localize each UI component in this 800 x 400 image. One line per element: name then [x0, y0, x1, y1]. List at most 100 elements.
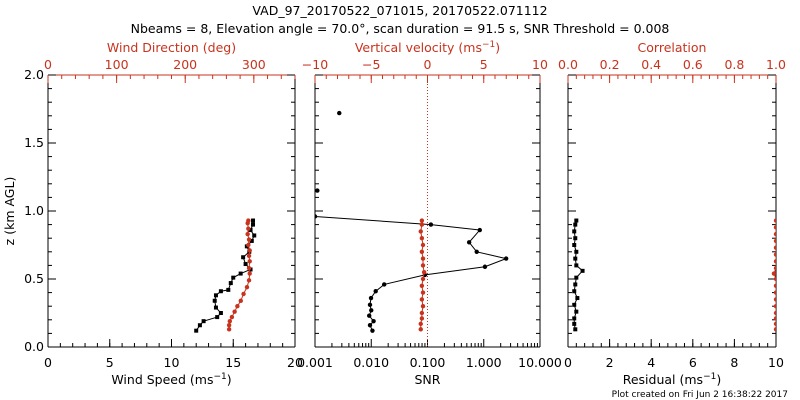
- data-point: [773, 259, 776, 264]
- data-point: [213, 293, 218, 298]
- data-point: [246, 242, 251, 248]
- figure-title-line2: Nbeams = 8, Elevation angle = 70.0°, sca…: [131, 21, 670, 36]
- x-top-tick-label: 0.4: [641, 57, 661, 72]
- data-point: [482, 264, 488, 269]
- data-point: [246, 237, 252, 242]
- series-line: [195, 220, 255, 331]
- data-point: [503, 256, 509, 261]
- y-tick-label: 0.0: [24, 339, 44, 354]
- x-top-tick-label: 0: [44, 57, 52, 72]
- data-point: [421, 270, 427, 275]
- data-point: [474, 249, 479, 254]
- x-top-tick-label: 100: [105, 57, 129, 72]
- y-tick-label: 2.0: [24, 67, 44, 82]
- data-point: [419, 222, 425, 227]
- data-point: [572, 289, 577, 294]
- data-point: [246, 253, 252, 259]
- x-top-axis-label-text: Correlation: [638, 40, 707, 55]
- data-point: [773, 265, 776, 271]
- y-axis-label: z (km AGL): [2, 177, 17, 246]
- figure-footer: Plot created on Fri Jun 2 16:38:22 2017: [612, 390, 788, 400]
- data-point: [573, 256, 578, 261]
- data-point: [420, 263, 426, 268]
- data-point: [420, 256, 426, 261]
- x-bottom-tick-label: 2: [606, 355, 614, 370]
- x-top-axis-label: Wind Direction (deg): [107, 40, 236, 55]
- data-point: [248, 228, 253, 233]
- x-bottom-tick-label: 0.001: [297, 355, 333, 370]
- x-bottom-axis-label-suffix: ): [227, 372, 232, 387]
- data-point: [773, 283, 776, 288]
- data-point: [252, 233, 257, 238]
- data-point: [247, 248, 252, 253]
- data-point: [419, 310, 425, 316]
- data-point: [246, 278, 252, 283]
- x-bottom-tick-label: 15: [225, 355, 241, 370]
- x-top-tick-label: 0: [424, 57, 432, 72]
- x-top-axis-label-text: Vertical velocity (ms: [355, 40, 482, 55]
- x-top-axis-label: Correlation: [638, 40, 707, 55]
- data-point: [212, 298, 217, 303]
- data-point: [773, 218, 776, 223]
- data-point: [773, 310, 776, 316]
- x-bottom-tick-label: 4: [647, 355, 655, 370]
- data-point: [573, 327, 578, 332]
- data-point: [227, 318, 233, 324]
- data-point: [229, 314, 235, 320]
- x-bottom-axis-label-suffix: ): [716, 372, 721, 387]
- data-point: [773, 252, 776, 257]
- y-tick-label: 0.5: [24, 271, 44, 286]
- x-top-tick-label: 300: [242, 57, 266, 72]
- x-bottom-tick-label: 8: [730, 355, 738, 370]
- data-point: [371, 318, 376, 324]
- data-point: [249, 238, 254, 243]
- data-point: [197, 323, 202, 328]
- data-point: [226, 327, 232, 332]
- x-bottom-axis-label-text: SNR: [415, 372, 441, 387]
- data-point: [373, 289, 378, 294]
- x-bottom-axis-label-superscript: −1: [703, 372, 716, 382]
- data-point: [773, 231, 776, 237]
- x-top-axis-label: Vertical velocity (ms−1): [355, 40, 500, 55]
- data-point: [382, 282, 387, 287]
- data-point: [369, 308, 374, 313]
- data-point: [418, 229, 423, 234]
- x-top-tick-label: −5: [362, 57, 380, 72]
- data-point: [370, 328, 375, 333]
- data-point: [428, 222, 434, 227]
- x-top-tick-label: −10: [302, 57, 328, 72]
- data-point: [574, 275, 579, 280]
- x-top-tick-label: 0.8: [724, 57, 744, 72]
- data-point: [213, 305, 218, 310]
- x-top-tick-label: 0.6: [683, 57, 703, 72]
- data-point: [572, 243, 577, 247]
- data-point: [420, 242, 426, 248]
- data-point: [251, 222, 256, 227]
- panel-3-series-1: [572, 218, 585, 332]
- y-tick-label: 1.5: [24, 135, 44, 150]
- data-point: [773, 327, 776, 332]
- data-point: [773, 297, 776, 302]
- data-point: [315, 214, 318, 219]
- panel-3-series-2: [771, 218, 776, 332]
- x-top-tick-label: 200: [173, 57, 197, 72]
- data-point: [420, 276, 426, 282]
- data-point: [226, 287, 231, 292]
- data-point: [574, 309, 579, 314]
- data-point: [572, 316, 577, 321]
- figure-title-line1: VAD_97_20170522_071015, 20170522.071112: [252, 3, 547, 18]
- data-point: [773, 238, 776, 244]
- series-line: [315, 215, 508, 331]
- x-bottom-tick-label: 5: [106, 355, 114, 370]
- data-point: [226, 323, 232, 328]
- data-point: [201, 319, 206, 324]
- data-point: [247, 259, 252, 264]
- data-point: [419, 236, 425, 241]
- panel-1-series-2: [226, 218, 252, 332]
- data-point: [773, 316, 776, 321]
- x-top-axis-label-suffix: ): [495, 40, 500, 55]
- data-point: [243, 262, 248, 267]
- data-point: [773, 245, 776, 250]
- x-bottom-tick-label: 10: [768, 355, 784, 370]
- data-point: [773, 304, 776, 309]
